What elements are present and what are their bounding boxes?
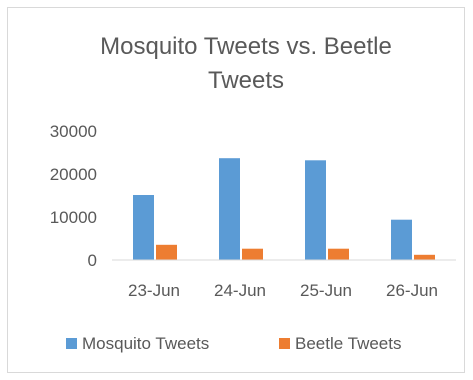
x-tick-label-0: 23-Jun bbox=[128, 281, 180, 300]
y-tick-label-0: 0 bbox=[88, 251, 97, 270]
bar-mosquito-25-jun bbox=[305, 160, 326, 260]
y-tick-label-2: 20000 bbox=[50, 165, 97, 184]
y-tick-label-3: 30000 bbox=[50, 122, 97, 141]
bar-beetle-26-jun bbox=[414, 254, 435, 260]
bar-mosquito-23-jun bbox=[133, 195, 154, 260]
x-tick-label-3: 26-Jun bbox=[386, 281, 438, 300]
legend-label-beetle: Beetle Tweets bbox=[295, 334, 401, 353]
chart-title-line-1: Mosquito Tweets vs. Beetle bbox=[100, 33, 392, 60]
legend-swatch-beetle bbox=[279, 338, 290, 349]
bar-beetle-24-jun bbox=[242, 248, 263, 260]
x-tick-label-2: 25-Jun bbox=[300, 281, 352, 300]
y-tick-label-1: 10000 bbox=[50, 208, 97, 227]
bar-mosquito-24-jun bbox=[219, 158, 240, 260]
bar-mosquito-26-jun bbox=[391, 219, 412, 260]
bar-beetle-25-jun bbox=[328, 248, 349, 260]
x-tick-label-1: 24-Jun bbox=[214, 281, 266, 300]
legend-swatch-mosquito bbox=[66, 338, 77, 349]
chart-title-line-2: Tweets bbox=[208, 67, 284, 94]
bar-beetle-23-jun bbox=[156, 244, 177, 260]
legend-label-mosquito: Mosquito Tweets bbox=[82, 334, 209, 353]
